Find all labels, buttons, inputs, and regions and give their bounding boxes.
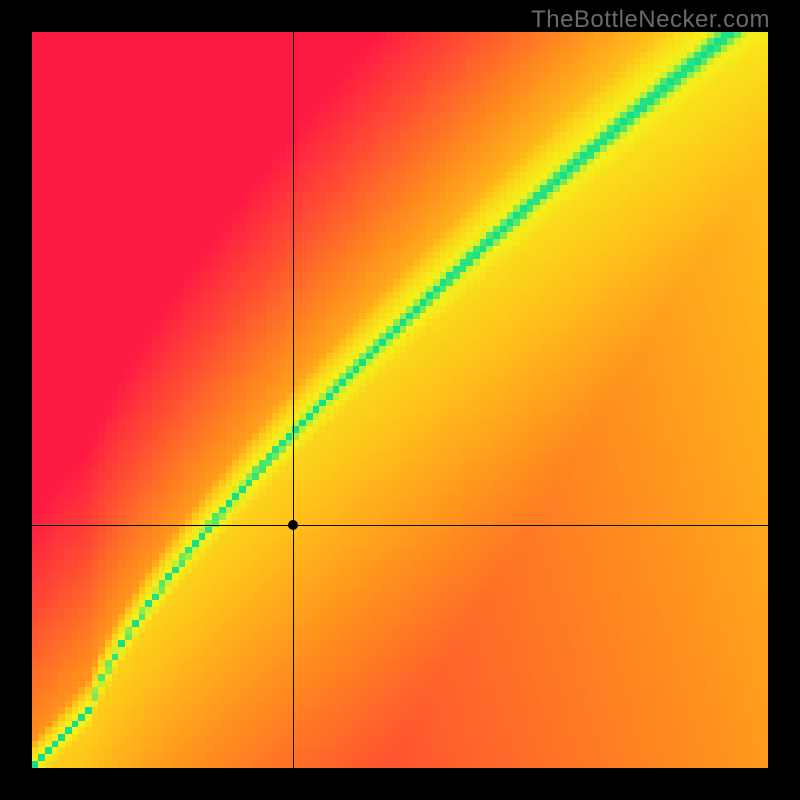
heatmap-canvas (32, 32, 768, 768)
crosshair-marker (288, 520, 298, 530)
crosshair-vertical (293, 32, 294, 768)
watermark-text: TheBottleNecker.com (531, 6, 770, 34)
heatmap-plot (32, 32, 768, 768)
crosshair-horizontal (32, 525, 768, 526)
